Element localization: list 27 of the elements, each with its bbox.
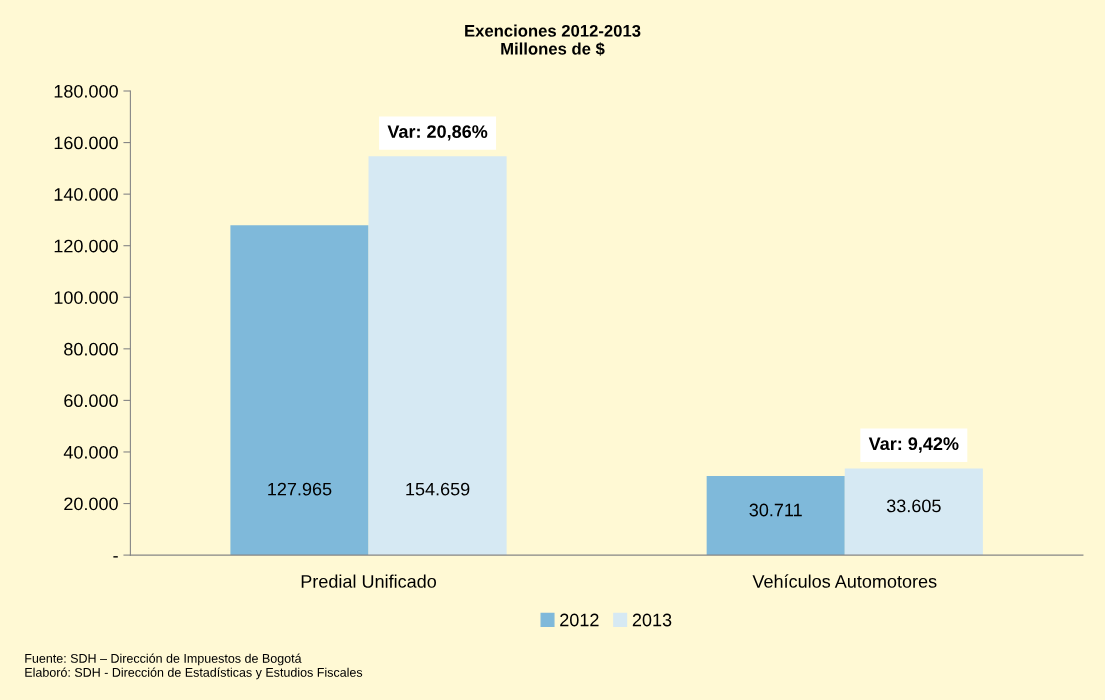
legend-label: 2013 [632, 613, 672, 627]
chart-title: Exenciones 2012-2013 Millones de $ [465, 24, 641, 56]
y-tick-label: 60.000 [64, 394, 118, 408]
bar [368, 156, 507, 556]
y-tick-label: 80.000 [64, 342, 118, 356]
x-tick-label: Predial Unificado [301, 574, 437, 588]
y-tick-label: 140.000 [54, 188, 118, 201]
source-note: Fuente: SDH – Dirección de Impuestos de Bogotá [25, 653, 302, 666]
annotation: Var: 9,42% [868, 437, 959, 453]
bar [706, 475, 845, 556]
y-tick-label: 120.000 [54, 239, 118, 253]
y-tick-label: 180.000 [54, 84, 118, 98]
annotation: Var: 20,86% [387, 125, 488, 141]
y-tick-label: 40.000 [63, 445, 118, 459]
y-tick-label: 20.000 [64, 497, 118, 511]
y-tick-label: 100.000 [54, 291, 118, 304]
data-label: 33.605 [886, 499, 941, 513]
data-label: 30.711 [749, 503, 802, 517]
y-tick-label: - [113, 556, 118, 558]
text: Elaboró: SDH - Dirección de Estadísticas y Estudios Fiscales [25, 667, 363, 680]
bar [230, 225, 369, 556]
data-label: 127.965 [268, 482, 332, 496]
x-tick-label: Vehículos Automotores [752, 574, 937, 588]
y-tick-label: 160.000 [54, 136, 118, 150]
legend-label: 2012 [560, 613, 599, 627]
data-label: 154.659 [406, 482, 470, 496]
bar [844, 468, 983, 556]
